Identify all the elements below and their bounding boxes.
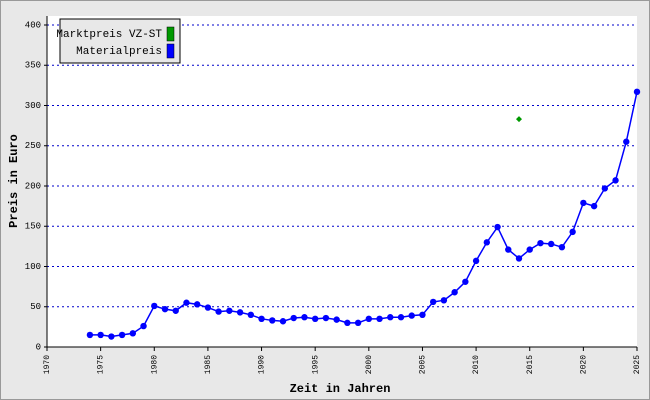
data-point (204, 304, 212, 311)
data-point (354, 319, 362, 327)
data-point (269, 317, 276, 324)
data-point (419, 311, 426, 318)
data-point (129, 330, 137, 337)
data-point (472, 257, 480, 265)
x-tick-label: 1970 (43, 355, 52, 374)
data-point (172, 307, 179, 314)
y-tick-label: 300 (25, 101, 41, 111)
x-tick-label: 1975 (97, 355, 106, 374)
data-point (408, 312, 415, 319)
data-point (236, 309, 244, 316)
legend-swatch (166, 43, 175, 59)
data-point (258, 315, 265, 323)
data-point (193, 301, 201, 308)
y-tick-label: 50 (30, 302, 41, 312)
data-point (226, 307, 233, 314)
data-point (322, 314, 330, 322)
data-point (451, 289, 458, 296)
data-point (97, 331, 104, 339)
plot-area (47, 16, 637, 347)
data-point (515, 255, 523, 262)
x-tick-label: 1995 (311, 355, 320, 374)
x-tick-label: 2025 (633, 355, 642, 374)
x-tick-label: 1990 (258, 355, 267, 374)
data-point (247, 311, 255, 318)
y-tick-label: 0 (36, 342, 41, 352)
x-tick-label: 2015 (526, 355, 535, 374)
data-point (333, 316, 340, 323)
data-point (483, 239, 491, 246)
legend-label: Materialpreis (76, 46, 162, 58)
data-point (569, 228, 576, 236)
data-point (397, 314, 405, 321)
data-point (429, 298, 437, 306)
data-point (516, 116, 522, 123)
y-tick-label: 400 (25, 20, 41, 30)
data-point (290, 314, 297, 322)
y-axis-title: Preis in Euro (7, 134, 21, 228)
data-point (311, 315, 319, 323)
data-point (376, 315, 383, 323)
data-point (118, 331, 126, 339)
data-point (215, 308, 222, 315)
data-point (161, 305, 169, 313)
legend-swatch (166, 26, 175, 42)
data-point (387, 314, 394, 321)
y-tick-label: 200 (25, 181, 41, 191)
x-tick-label: 1985 (204, 355, 213, 374)
y-tick-label: 100 (25, 262, 41, 272)
data-point (462, 278, 469, 285)
data-point (623, 138, 630, 145)
data-point (601, 185, 609, 192)
x-tick-label: 2000 (365, 355, 374, 374)
data-point (108, 333, 115, 340)
y-tick-label: 350 (25, 61, 41, 71)
data-point (505, 246, 512, 253)
data-point (580, 199, 587, 207)
data-point (183, 299, 190, 306)
data-point (344, 319, 351, 327)
data-point (590, 202, 598, 210)
data-point (365, 315, 373, 323)
y-tick-label: 250 (25, 141, 41, 151)
data-point (537, 239, 544, 247)
data-point (633, 88, 641, 96)
data-point (440, 297, 448, 304)
data-point (612, 177, 619, 184)
data-point (151, 302, 158, 310)
data-line (89, 91, 638, 338)
data-point (526, 246, 533, 253)
data-point (547, 240, 555, 248)
x-tick-label: 2020 (579, 355, 588, 374)
data-point (140, 322, 147, 330)
y-tick-label: 150 (25, 222, 41, 232)
legend-label: Marktpreis VZ-ST (56, 29, 162, 41)
data-point (494, 223, 501, 231)
x-tick-label: 1980 (150, 355, 159, 374)
x-tick-label: 2010 (472, 355, 481, 374)
data-point (558, 243, 566, 251)
x-tick-label: 2005 (419, 355, 428, 374)
x-axis-title: Zeit in Jahren (290, 382, 391, 396)
data-point (279, 318, 287, 325)
legend-box (59, 18, 181, 64)
data-point (86, 331, 94, 339)
data-point (301, 314, 308, 321)
